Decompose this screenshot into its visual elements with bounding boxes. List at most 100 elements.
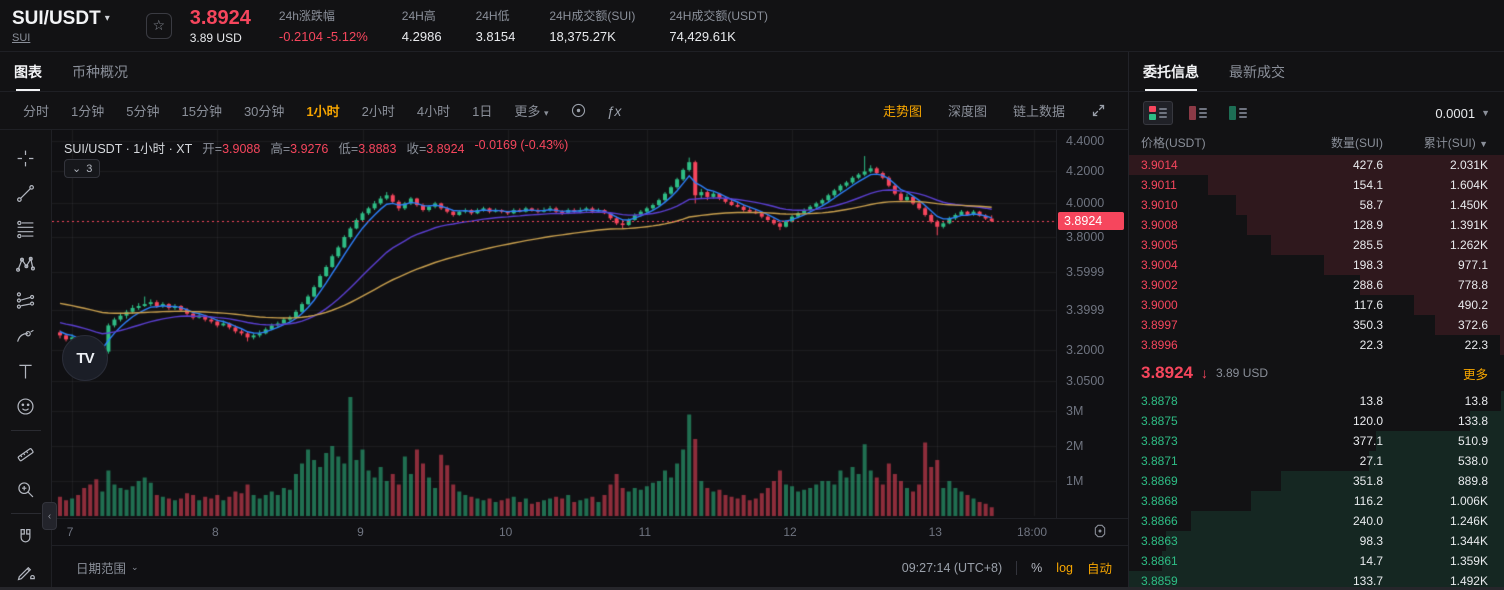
col-price: 价格(USDT) <box>1141 136 1206 150</box>
forecast-tool-button[interactable] <box>9 284 43 317</box>
bid-row[interactable]: 3.8869 351.8 889.8 <box>1129 471 1504 491</box>
timeframe-2小时[interactable]: 2小时 <box>361 104 395 119</box>
timeframe-1小时[interactable]: 1小时 <box>306 104 340 119</box>
bid-row[interactable]: 3.8861 14.7 1.359K <box>1129 551 1504 571</box>
timeframe-分时[interactable]: 分时 <box>23 104 50 119</box>
star-icon: ☆ <box>152 17 165 33</box>
date-range-button[interactable]: 日期范围 ⌄ <box>76 562 139 576</box>
indicators-button[interactable]: ƒx <box>599 100 630 122</box>
percent-scale-button[interactable]: % <box>1031 560 1043 575</box>
timeframe-4小时[interactable]: 4小时 <box>416 104 451 119</box>
ask-row[interactable]: 3.9002 288.6 778.8 <box>1129 275 1504 295</box>
view-link-走势图[interactable]: 走势图 <box>882 104 922 119</box>
bid-row[interactable]: 3.8871 27.1 538.0 <box>1129 451 1504 471</box>
time-scale[interactable]: 7 8 9 10 11 12 13 18:00 <box>52 518 1128 545</box>
precision-dropdown[interactable]: 0.0001 ▼ <box>1435 105 1490 121</box>
ruler-icon <box>17 447 34 461</box>
orderbook-view-bids-button[interactable] <box>1223 101 1253 125</box>
tab-coin-overview[interactable]: 币种概况 <box>72 63 128 80</box>
ask-row[interactable]: 3.9005 285.5 1.262K <box>1129 235 1504 255</box>
tab-latest-trades[interactable]: 最新成交 <box>1229 63 1285 80</box>
asks-list: 3.9014 427.6 2.031K 3.9011 154.1 1.604K 3.9010… <box>1129 155 1504 355</box>
col-cumulative[interactable]: 累计(SUI) ▼ <box>1423 136 1488 150</box>
orderbook-view-both-button[interactable] <box>1143 101 1173 125</box>
bid-row[interactable]: 3.8878 13.8 13.8 <box>1129 391 1504 411</box>
timeframe-5分钟[interactable]: 5分钟 <box>126 104 160 119</box>
symbol-sub[interactable]: SUI <box>12 31 31 44</box>
auto-scale-button[interactable]: 自动 <box>1086 562 1112 576</box>
depth-bar <box>1129 571 1504 587</box>
view-link-链上数据[interactable]: 链上数据 <box>1012 104 1065 119</box>
last-price-axis-badge: 3.8924 <box>1058 212 1124 231</box>
chevron-down-icon: ▾ <box>544 108 549 118</box>
cumulative-cell: 1.262K <box>1449 238 1488 252</box>
tab-order-info[interactable]: 委托信息 <box>1143 52 1199 91</box>
brush-tool-button[interactable] <box>9 320 43 353</box>
depth-bar <box>1129 155 1504 175</box>
mid-price-usd: 3.89 USD <box>1216 366 1269 380</box>
price-cell: 3.8878 <box>1141 394 1178 408</box>
mid-last-price[interactable]: 3.8924 <box>1141 363 1193 382</box>
candle-style-button[interactable] <box>562 99 595 122</box>
depth-bar <box>1162 551 1504 571</box>
bid-row[interactable]: 3.8863 98.3 1.344K <box>1129 531 1504 551</box>
symbol-dropdown-icon[interactable]: ▾ <box>104 13 110 24</box>
bid-row[interactable]: 3.8875 120.0 133.8 <box>1129 411 1504 431</box>
ask-row[interactable]: 3.9000 117.6 490.2 <box>1129 295 1504 315</box>
price-scale[interactable]: 4.4000 4.2000 4.0000 3.8000 3.5999 3.3999 3.20… <box>1056 130 1128 518</box>
ask-row[interactable]: 3.8996 22.3 22.3 <box>1129 335 1504 355</box>
ruler-tool-button[interactable] <box>9 438 43 471</box>
ask-row[interactable]: 3.9004 198.3 977.1 <box>1129 255 1504 275</box>
bid-row[interactable]: 3.8868 116.2 1.006K <box>1129 491 1504 511</box>
trend-line-tool-button[interactable] <box>9 178 43 211</box>
zoom-in-tool-button[interactable] <box>9 473 43 506</box>
bid-row[interactable]: 3.8866 240.0 1.246K <box>1129 511 1504 531</box>
cumulative-cell: 2.031K <box>1449 158 1488 172</box>
text-tool-button[interactable] <box>9 355 43 388</box>
clock-timezone[interactable]: 09:27:14 (UTC+8) <box>901 560 1003 575</box>
cumulative-cell: 372.6 <box>1457 318 1488 332</box>
timeframe-30分钟[interactable]: 30分钟 <box>243 104 285 119</box>
timeframe-more-button[interactable]: 更多 ▾ <box>514 104 549 119</box>
timeframe-1日[interactable]: 1日 <box>472 104 493 119</box>
xabcd-pattern-tool-button[interactable] <box>9 249 43 282</box>
drawing-mode-tool-button[interactable] <box>9 556 43 587</box>
fullscreen-button[interactable] <box>1083 100 1114 121</box>
time-scale-settings-button[interactable] <box>1092 523 1108 544</box>
timeframe-15分钟[interactable]: 15分钟 <box>181 104 222 119</box>
symbol-header: SUI/USDT ▾ SUI ☆ 3.8924 3.89 USD 24h涨跌幅 -0… <box>0 0 1504 52</box>
orderbook-view-asks-button[interactable] <box>1183 101 1213 125</box>
fib-retracement-tool-button[interactable] <box>9 213 43 246</box>
emoji-tool-button[interactable] <box>9 391 43 424</box>
symbol-block[interactable]: SUI/USDT ▾ SUI <box>12 8 110 44</box>
price-cell: 3.9004 <box>1141 258 1178 272</box>
price-cell: 3.9008 <box>1141 218 1178 232</box>
price-tick-label: 3.2000 <box>1066 342 1105 357</box>
favorite-button[interactable]: ☆ <box>145 12 172 39</box>
tab-chart[interactable]: 图表 <box>14 52 42 91</box>
time-tick-label: 12 <box>783 525 797 539</box>
view-link-深度图[interactable]: 深度图 <box>947 104 987 119</box>
legend-collapse-chip[interactable]: ⌄ 3 <box>64 159 101 178</box>
ask-row[interactable]: 3.9010 58.7 1.450K <box>1129 195 1504 215</box>
ask-row[interactable]: 3.9011 154.1 1.604K <box>1129 175 1504 195</box>
ask-row[interactable]: 3.9014 427.6 2.031K <box>1129 155 1504 175</box>
magnet-icon <box>20 528 31 543</box>
main-tabs: 图表 币种概况 <box>0 52 1128 92</box>
orderbook-more-link[interactable]: 更多 <box>1462 367 1488 382</box>
ask-row[interactable]: 3.8997 350.3 372.6 <box>1129 315 1504 335</box>
legend-change: -0.0169 (-0.43%) <box>474 138 569 152</box>
toolbar-collapse-handle[interactable]: ‹ <box>42 502 57 530</box>
magnet-tool-button[interactable] <box>9 521 43 554</box>
depth-bar <box>1247 215 1504 235</box>
bid-row[interactable]: 3.8859 133.7 1.492K <box>1129 571 1504 587</box>
crosshair-tool-button[interactable] <box>9 142 43 175</box>
bid-row[interactable]: 3.8873 377.1 510.9 <box>1129 431 1504 451</box>
timeframe-1分钟[interactable]: 1分钟 <box>71 104 105 119</box>
chevron-down-icon: ⌄ <box>72 163 82 175</box>
log-scale-button[interactable]: log <box>1056 560 1073 575</box>
ask-row[interactable]: 3.9008 128.9 1.391K <box>1129 215 1504 235</box>
depth-bar <box>1500 391 1504 411</box>
candlestick-chart-canvas[interactable] <box>52 130 1056 518</box>
